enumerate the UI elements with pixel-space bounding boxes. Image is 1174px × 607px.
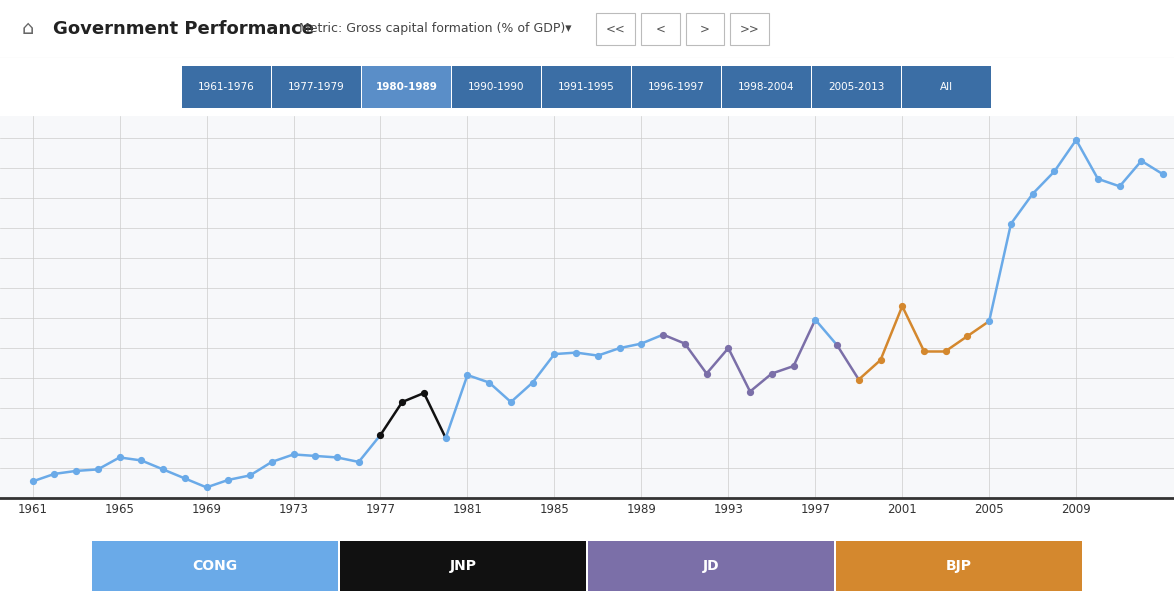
Text: 2005-2013: 2005-2013	[828, 82, 885, 92]
Text: Metric: Gross capital formation (% of GDP)▾: Metric: Gross capital formation (% of GD…	[299, 22, 572, 35]
FancyBboxPatch shape	[362, 66, 451, 108]
FancyBboxPatch shape	[542, 66, 630, 108]
FancyBboxPatch shape	[902, 66, 991, 108]
Text: 1998-2004: 1998-2004	[738, 82, 795, 92]
Text: 1980-1989: 1980-1989	[376, 82, 438, 92]
FancyBboxPatch shape	[596, 13, 635, 45]
Text: >: >	[700, 22, 710, 35]
FancyBboxPatch shape	[722, 66, 811, 108]
Text: JD: JD	[703, 559, 720, 573]
FancyBboxPatch shape	[836, 541, 1082, 591]
Text: All: All	[940, 82, 953, 92]
Text: Government Performance: Government Performance	[53, 20, 313, 38]
Text: ⌂: ⌂	[21, 19, 34, 38]
Text: 1996-1997: 1996-1997	[648, 82, 704, 92]
Text: >>: >>	[740, 22, 760, 35]
FancyBboxPatch shape	[632, 66, 721, 108]
FancyBboxPatch shape	[182, 66, 271, 108]
Text: 1977-1979: 1977-1979	[288, 82, 345, 92]
Text: CONG: CONG	[193, 559, 237, 573]
FancyBboxPatch shape	[730, 13, 769, 45]
Text: <: <	[655, 22, 666, 35]
FancyBboxPatch shape	[452, 66, 541, 108]
FancyBboxPatch shape	[339, 541, 587, 591]
Text: <<: <<	[606, 22, 626, 35]
FancyBboxPatch shape	[686, 13, 724, 45]
Text: BJP: BJP	[946, 559, 972, 573]
Text: 1961-1976: 1961-1976	[198, 82, 255, 92]
FancyBboxPatch shape	[272, 66, 360, 108]
FancyBboxPatch shape	[587, 541, 835, 591]
FancyBboxPatch shape	[812, 66, 900, 108]
FancyBboxPatch shape	[92, 541, 338, 591]
FancyBboxPatch shape	[641, 13, 680, 45]
Text: 1991-1995: 1991-1995	[558, 82, 615, 92]
Text: JNP: JNP	[450, 559, 477, 573]
Text: 1990-1990: 1990-1990	[468, 82, 525, 92]
